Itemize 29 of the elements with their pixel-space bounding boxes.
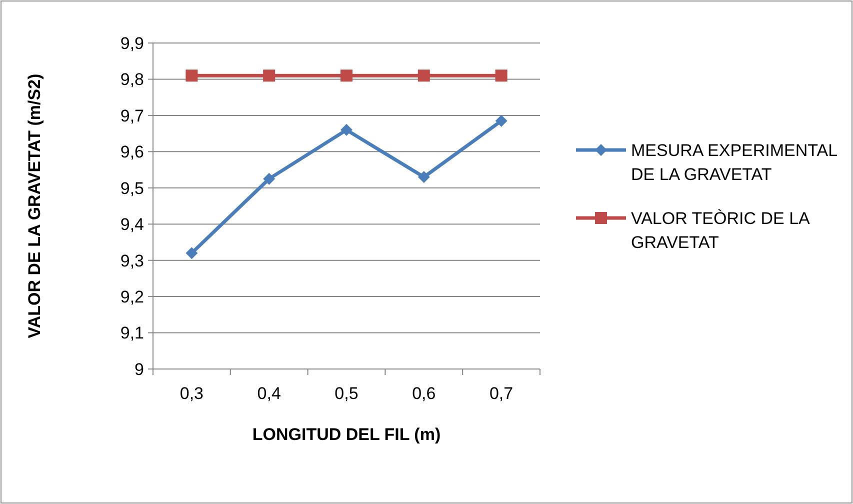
x-tick-label: 0,4	[257, 384, 281, 403]
point	[495, 114, 508, 127]
y-tick-label: 9,6	[120, 142, 144, 162]
x-axis-title: LONGITUD DEL FIL (m)	[252, 425, 441, 444]
point	[495, 70, 508, 82]
x-tick-label: 0,7	[489, 384, 514, 403]
point	[340, 70, 352, 82]
y-tick-label: 9,4	[120, 215, 144, 234]
point	[418, 70, 430, 82]
point	[418, 171, 430, 184]
y-tick-label: 9,8	[120, 70, 144, 90]
point	[340, 124, 352, 136]
y-tick-label: 9,5	[120, 178, 144, 198]
y-tick-label: 9,3	[120, 251, 144, 270]
y-tick-label: 9,2	[120, 288, 144, 307]
x-tick-label: 0,6	[412, 384, 436, 403]
point	[186, 70, 198, 82]
y-tick-label: 9,7	[120, 106, 144, 126]
y-axis-title: VALOR DE LA GRAVETAT (m/S2)	[25, 74, 44, 338]
y-tick-label: 9	[134, 360, 144, 379]
y-tick-label: 9,9	[120, 34, 144, 53]
legend-label: MESURA EXPERIMENTAL DE LA GRAVETAT	[631, 140, 838, 184]
x-tick-label: 0,5	[334, 384, 358, 403]
point	[186, 247, 198, 260]
x-tick-label: 0,3	[180, 384, 204, 403]
legend-label: VALOR TEÒRIC DE LA GRAVETAT	[631, 208, 811, 252]
point	[263, 70, 276, 82]
point	[263, 172, 276, 185]
y-tick-label: 9,1	[120, 324, 144, 343]
